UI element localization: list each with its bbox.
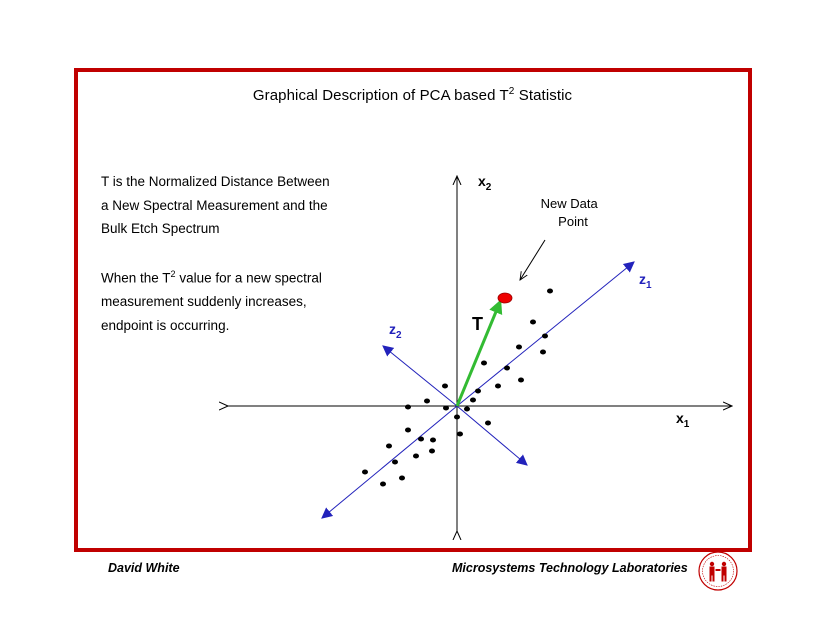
data-point [443,405,449,411]
data-point [429,448,435,454]
data-point [386,443,392,449]
data-point [362,469,368,475]
data-point [481,360,487,366]
new-point-pointer [520,239,546,280]
z2-axis [382,345,458,407]
condition-line: measurement suddenly increases, [101,294,307,309]
description-line: a New Spectral Measurement and the [101,197,328,213]
footer-lab: Microsystems Technology Laboratories [452,561,688,575]
data-point [495,383,501,389]
condition-line: When the T2 value for a new spectral [101,263,322,290]
condition-text: When the T2 value for a new spectral mea… [101,263,322,337]
data-point [530,319,536,325]
data-points [362,288,553,487]
data-point [516,344,522,350]
description-line: T is the Normalized Distance Between [101,174,330,189]
condition-line: endpoint is occurring. [101,317,230,333]
title-main: Graphical Description of PCA based T [252,87,509,104]
z2-axis-label: z2 [389,321,402,341]
condition-pre: When the T [101,270,171,286]
data-point [518,377,524,383]
new-point-label: New Data Point [541,196,602,229]
data-point [405,427,411,433]
x2-axis-label: x2 [478,173,492,193]
data-point [413,453,419,459]
data-point [405,404,411,410]
data-point [485,420,491,426]
description-text: T is the Normalized Distance Between a N… [101,170,330,241]
data-point [457,431,463,437]
data-point [442,383,448,389]
condition-post: value for a new spectral [175,270,322,286]
data-point [475,388,481,394]
condition-superscript: 2 [170,269,176,279]
x1-axis-label: x1 [676,410,690,430]
slide-frame [74,68,752,552]
data-point [430,437,436,443]
data-point [540,349,546,355]
data-point [454,414,460,420]
data-point [392,459,398,465]
data-point [547,288,553,294]
t-vector [455,299,503,407]
data-point [380,481,386,487]
slide-title: Graphical Description of PCA based T2 St… [0,86,825,104]
data-point [399,475,405,481]
title-end: Statistic [514,87,573,104]
data-point [418,436,424,442]
title-superscript: 2 [508,86,515,97]
z2-axis-negative [456,405,528,466]
data-point [504,365,510,371]
description-line: Bulk Etch Spectrum [101,221,220,236]
data-point [470,397,476,403]
data-point [464,406,470,412]
data-point [542,333,548,339]
footer-author: David White [108,561,180,575]
z1-axis-negative [321,405,458,519]
mtl-logo-icon [698,551,738,591]
t-vector-label: T [472,314,483,334]
data-point [424,398,430,404]
new-data-point [497,292,513,304]
z1-axis-label: z1 [639,271,652,291]
